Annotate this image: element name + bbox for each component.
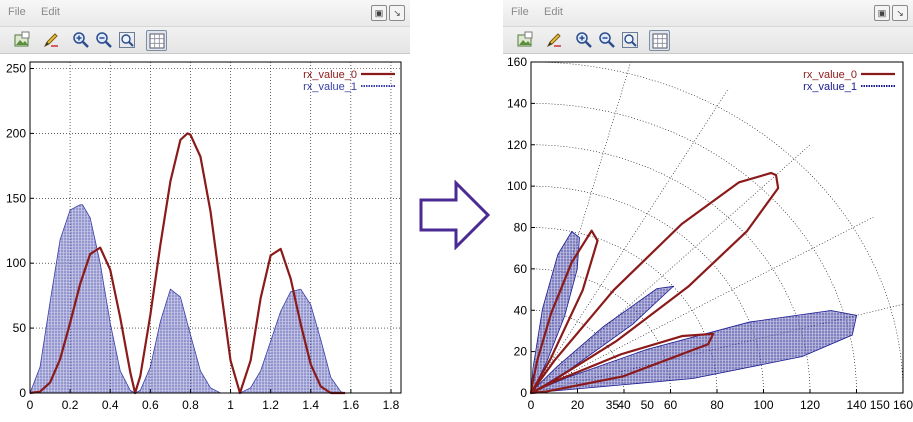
y-tick-label: 60: [514, 262, 528, 276]
menu-file[interactable]: File: [511, 6, 529, 18]
x-tick-label: 1.4: [302, 398, 319, 412]
y-tick-label: 250: [6, 61, 26, 75]
close-window-icon[interactable]: ↘: [892, 5, 908, 21]
zoom-fit-icon[interactable]: [620, 30, 640, 50]
zoom-fit-icon[interactable]: [117, 30, 137, 50]
left-plot-window: File Edit ▣ ↘ 0 0.2 0.4 0.6 0.8 1 1.2 1.4 1.6 1.8…: [0, 0, 410, 422]
y-tick-label: 150: [6, 191, 26, 205]
zoom-out-icon[interactable]: [597, 30, 617, 50]
legend: rx_value_0rx_value_1: [803, 69, 895, 93]
x-tick-label: 60: [664, 398, 678, 412]
y-tick-label: 120: [507, 138, 527, 152]
y-tick-label: 40: [514, 303, 528, 317]
menu-edit[interactable]: Edit: [41, 6, 60, 18]
zoom-in-icon[interactable]: [71, 30, 91, 50]
angular-gridline: [531, 88, 729, 393]
restore-window-icon[interactable]: ▣: [371, 5, 387, 21]
x-tick-label: 1: [227, 398, 234, 412]
x-tick-label: 140: [846, 398, 866, 412]
menu-bar: File Edit ▣ ↘: [503, 0, 913, 27]
pencil-icon[interactable]: [41, 30, 61, 50]
grid-icon[interactable]: [146, 30, 167, 51]
image-icon[interactable]: [515, 30, 535, 50]
y-tick-label: 100: [507, 179, 527, 193]
radial-tick-label: 50: [641, 398, 655, 412]
y-tick-label: 200: [6, 126, 26, 140]
x-tick-label: 80: [710, 398, 724, 412]
image-icon[interactable]: [12, 30, 32, 50]
menu-file[interactable]: File: [8, 6, 26, 18]
y-tick-label: 160: [507, 55, 527, 69]
y-tick-label: 140: [507, 96, 527, 110]
right-arrow-icon: [419, 180, 491, 250]
x-tick-label: 1.6: [343, 398, 360, 412]
x-tick-label: 40: [617, 398, 631, 412]
close-window-icon[interactable]: ↘: [389, 5, 405, 21]
legend-label: rx_value_0: [303, 69, 357, 81]
series-rx-value-1-area: [530, 230, 858, 394]
y-tick-label: 0: [520, 386, 527, 400]
legend: rx_value_0rx_value_1: [303, 69, 395, 93]
radial-tick-label: 150: [870, 398, 890, 412]
grid-icon[interactable]: [649, 30, 670, 51]
zoom-in-icon[interactable]: [574, 30, 594, 50]
y-tick-label: 0: [19, 386, 26, 400]
series-rx-value-1-area: [29, 204, 346, 394]
angular-gridline: [531, 216, 874, 393]
legend-label: rx_value_0: [803, 69, 857, 81]
menu-edit[interactable]: Edit: [544, 6, 563, 18]
x-tick-label: 1.8: [383, 398, 400, 412]
polar-plot: 0 20 40 60 80 100 120 140 160 35 50 150 0 20 40 60 80 100…: [507, 55, 913, 412]
rectangular-plot: 0 0.2 0.4 0.6 0.8 1 1.2 1.4 1.6 1.8 0 50 100 150 200 25…: [6, 61, 402, 412]
radial-tick-label: 35: [606, 398, 620, 412]
x-tick-label: 0: [528, 398, 535, 412]
zoom-out-icon[interactable]: [94, 30, 114, 50]
x-tick-label: 0.6: [142, 398, 159, 412]
right-plot-window: File Edit ▣ ↘ 0 20 40 60 80 100 120 140 160 35 50 1…: [503, 0, 913, 422]
x-tick-label: 100: [753, 398, 773, 412]
x-tick-label: 1.2: [262, 398, 279, 412]
y-tick-label: 100: [6, 256, 26, 270]
x-tick-label: 120: [800, 398, 820, 412]
legend-label: rx_value_1: [803, 81, 857, 93]
plot-toolbar: [503, 27, 913, 54]
y-tick-label: 20: [514, 345, 528, 359]
x-tick-label: 0.8: [182, 398, 199, 412]
plot-toolbar: [0, 27, 410, 54]
angular-gridline: [531, 62, 631, 393]
x-tick-label: 0: [27, 398, 34, 412]
menu-bar: File Edit ▣ ↘: [0, 0, 410, 27]
series-rx-value-0-line: [529, 171, 780, 395]
y-tick-label: 80: [514, 221, 528, 235]
x-tick-label: 0.2: [62, 398, 79, 412]
series-rx-value-0-line: [29, 132, 346, 395]
restore-window-icon[interactable]: ▣: [874, 5, 890, 21]
y-tick-label: 50: [13, 321, 27, 335]
x-tick-label: 20: [571, 398, 585, 412]
pencil-icon[interactable]: [544, 30, 564, 50]
x-tick-label: 0.4: [102, 398, 119, 412]
plot-frame: [29, 61, 402, 394]
legend-label: rx_value_1: [303, 81, 357, 93]
x-tick-label: 160: [893, 398, 913, 412]
